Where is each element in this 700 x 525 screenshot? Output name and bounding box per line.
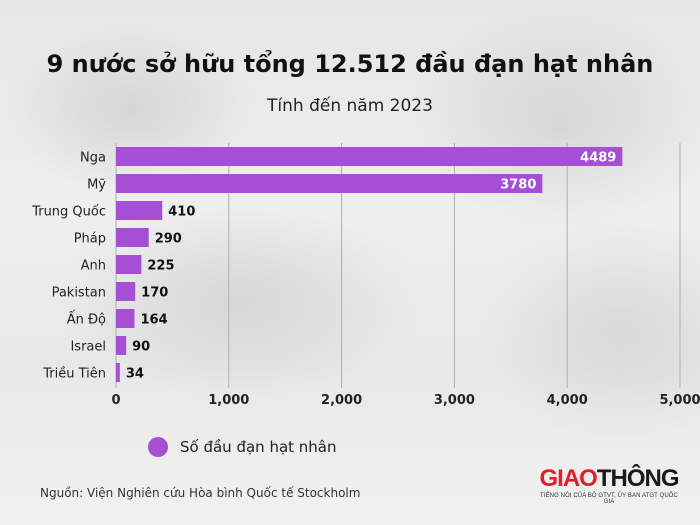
y-category-label: Pháp [74, 232, 106, 247]
data-label: 164 [140, 313, 167, 328]
data-label: 90 [132, 340, 150, 355]
bar [116, 255, 142, 274]
bar [116, 309, 135, 328]
data-label: 290 [155, 232, 182, 247]
logo-part-2: THÔNG [596, 465, 680, 492]
source-note: Nguồn: Viện Nghiên cứu Hòa bình Quốc tế … [40, 486, 361, 500]
y-category-label: Ấn Độ [67, 311, 106, 328]
y-category-label: Israel [70, 340, 106, 355]
x-tick-label: 1,000 [208, 393, 249, 408]
y-category-label: Mỹ [87, 178, 106, 193]
chart-subtitle: Tính đến năm 2023 [267, 96, 433, 116]
logo-wordmark: GIAOTHÔNG [539, 467, 679, 491]
bar [116, 282, 136, 301]
x-tick-label: 0 [111, 393, 120, 408]
y-category-label: Anh [81, 259, 106, 274]
data-label: 4489 [580, 151, 616, 166]
logo-part-1: GIAO [539, 465, 597, 492]
data-label: 34 [126, 367, 144, 382]
bar [116, 336, 127, 355]
x-tick-label: 2,000 [321, 393, 362, 408]
legend-label: Số đầu đạn hạt nhân [180, 438, 337, 456]
data-label: 410 [168, 205, 195, 220]
bar [116, 174, 543, 193]
legend: Số đầu đạn hạt nhân [148, 437, 337, 457]
legend-swatch [148, 437, 168, 457]
y-category-label: Trung Quốc [31, 205, 106, 220]
chart-title: 9 nước sở hữu tổng 12.512 đầu đạn hạt nh… [46, 50, 654, 78]
y-category-label: Nga [80, 151, 106, 166]
x-tick-label: 3,000 [434, 393, 475, 408]
bar [116, 147, 623, 166]
data-label: 225 [147, 259, 174, 274]
data-label: 3780 [500, 178, 536, 193]
logo-tagline: TIẾNG NÓI CỦA BỘ GTVT, ỦY BAN ATGT QUỐC … [540, 493, 678, 505]
publisher-logo: GIAOTHÔNG TIẾNG NÓI CỦA BỘ GTVT, ỦY BAN … [539, 467, 679, 506]
bar [116, 363, 120, 382]
x-tick-label: 5,000 [659, 393, 700, 408]
y-category-label: Pakistan [52, 286, 106, 301]
y-category-label: Triều Tiên [42, 367, 106, 382]
data-label: 170 [141, 286, 168, 301]
bar [116, 228, 149, 247]
x-tick-label: 4,000 [547, 393, 588, 408]
bar [116, 201, 163, 220]
